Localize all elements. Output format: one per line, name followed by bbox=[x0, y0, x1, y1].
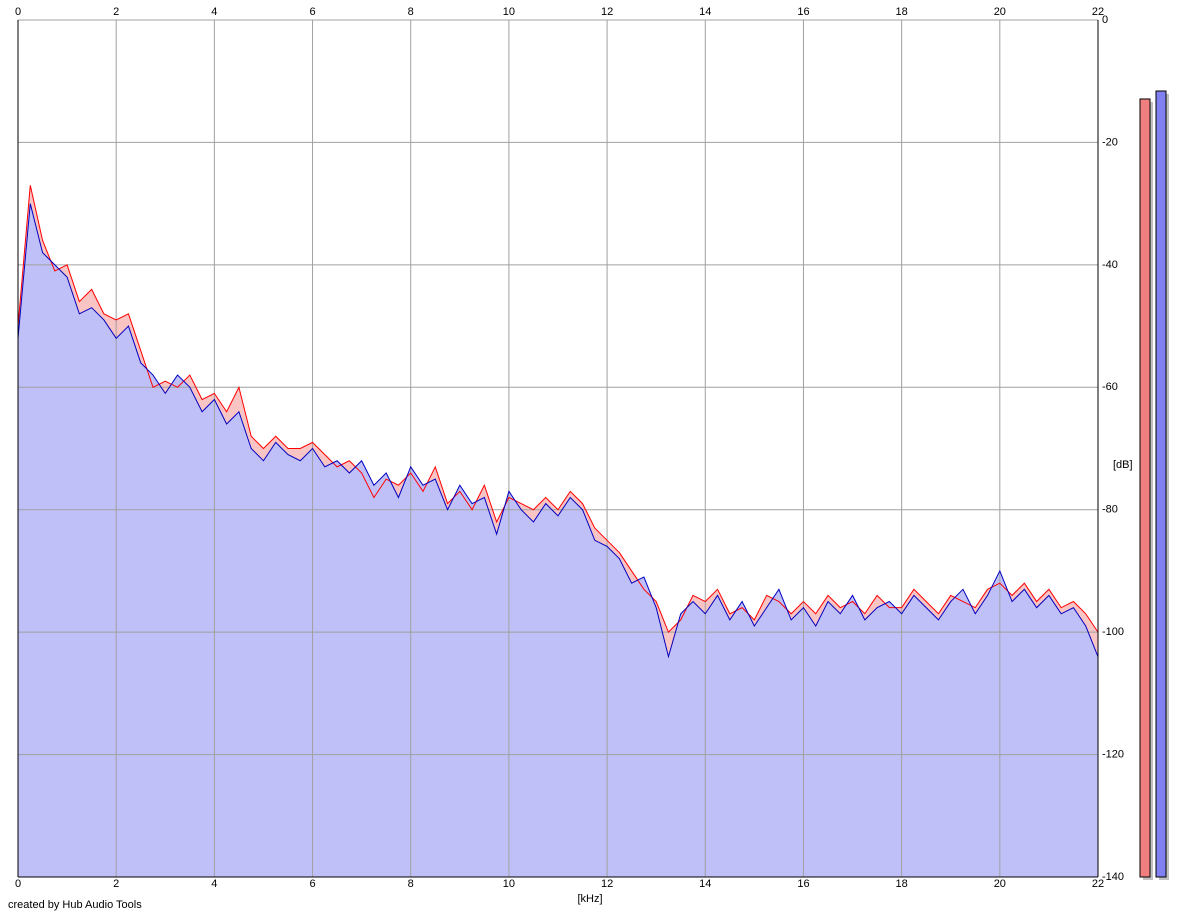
x-tick-label: 4 bbox=[211, 6, 217, 18]
level-meter bbox=[1139, 98, 1151, 878]
y-tick-label: -80 bbox=[1102, 504, 1118, 516]
y-tick-label: -100 bbox=[1102, 626, 1124, 638]
x-tick-label: 4 bbox=[211, 878, 217, 890]
x-tick-label: 8 bbox=[408, 878, 414, 890]
y-axis-label: [dB] bbox=[1113, 459, 1133, 471]
y-tick-label: 0 bbox=[1102, 14, 1108, 26]
spectrum-line bbox=[17, 185, 1099, 634]
x-tick-label: 16 bbox=[797, 6, 809, 18]
x-tick-label: 12 bbox=[601, 878, 613, 890]
x-tick-label: 2 bbox=[113, 878, 119, 890]
x-tick-label: 22 bbox=[1092, 6, 1104, 18]
y-tick-label: -140 bbox=[1102, 871, 1124, 883]
y-tick-label: -20 bbox=[1102, 136, 1118, 148]
x-tick-label: 16 bbox=[797, 878, 809, 890]
footer: created by Hub Audio Tools bbox=[8, 899, 142, 911]
x-axis-label: [kHz] bbox=[577, 893, 602, 905]
y-tick-label: -120 bbox=[1102, 748, 1124, 760]
x-tick-label: 0 bbox=[15, 6, 21, 18]
spectrum-line bbox=[17, 203, 1099, 659]
x-tick-label: 22 bbox=[1092, 878, 1104, 890]
x-tick-label: 8 bbox=[408, 6, 414, 18]
x-tick-label: 6 bbox=[309, 6, 315, 18]
x-tick-label: 0 bbox=[15, 878, 21, 890]
x-tick-label: 18 bbox=[896, 6, 908, 18]
x-tick-label: 18 bbox=[896, 878, 908, 890]
x-tick-label: 6 bbox=[309, 878, 315, 890]
x-tick-label: 20 bbox=[994, 6, 1006, 18]
x-tick-label: 10 bbox=[503, 6, 515, 18]
x-tick-label: 10 bbox=[503, 878, 515, 890]
x-tick-label: 20 bbox=[994, 878, 1006, 890]
level-meter bbox=[1155, 90, 1167, 878]
x-tick-label: 14 bbox=[699, 878, 711, 890]
x-tick-label: 12 bbox=[601, 6, 613, 18]
y-tick-label: -40 bbox=[1102, 259, 1118, 271]
y-tick-label: -60 bbox=[1102, 381, 1118, 393]
area-fill bbox=[18, 203, 1098, 878]
x-tick-label: 2 bbox=[113, 6, 119, 18]
x-tick-label: 14 bbox=[699, 6, 711, 18]
